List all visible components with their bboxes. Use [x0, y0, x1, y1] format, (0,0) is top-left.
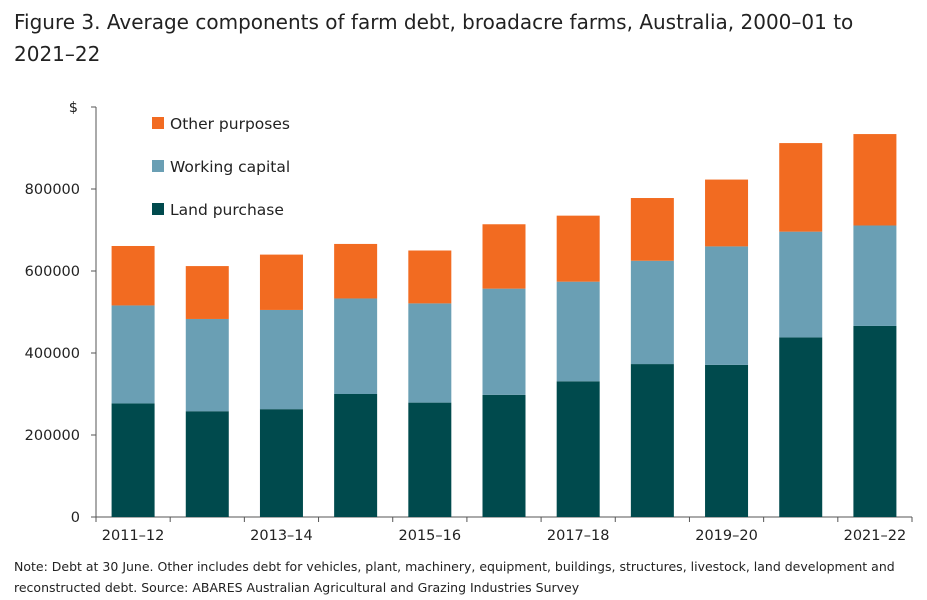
legend-swatch — [152, 160, 164, 172]
x-tick-label: 2011–12 — [102, 528, 165, 544]
y-tick-label: 600000 — [25, 264, 80, 280]
bar-other-purposes — [779, 143, 823, 232]
bar-land-purchase — [482, 394, 526, 517]
legend-label: Land purchase — [170, 201, 284, 219]
bar-working-capital — [853, 225, 897, 326]
bar-working-capital — [408, 303, 452, 403]
y-tick-label: 400000 — [25, 346, 80, 362]
y-axis-unit-label: $ — [69, 100, 78, 116]
legend-swatch — [152, 203, 164, 215]
bar-working-capital — [185, 318, 229, 412]
bar-other-purposes — [630, 198, 674, 261]
bar-land-purchase — [630, 364, 674, 517]
bar-working-capital — [779, 231, 823, 338]
chart-title: Figure 3. Average components of farm deb… — [14, 10, 854, 66]
stacked-bar-chart: $0 200000 400000 600000 800000 2011–12 2013–14… — [25, 100, 913, 544]
bar-other-purposes — [556, 215, 600, 282]
bar-other-purposes — [259, 254, 303, 310]
y-tick-label: 200000 — [25, 428, 80, 444]
bar-other-purposes — [853, 134, 897, 226]
bar-working-capital — [556, 281, 600, 382]
bar-land-purchase — [779, 337, 823, 517]
bar-working-capital — [705, 246, 749, 365]
bar-land-purchase — [259, 409, 303, 517]
bar-other-purposes — [482, 224, 526, 289]
bar-other-purposes — [334, 243, 378, 299]
x-tick-label: 2021–22 — [844, 528, 907, 544]
x-tick-label: 2017–18 — [547, 528, 610, 544]
y-tick-label: 800000 — [25, 182, 80, 198]
legend-label: Other purposes — [170, 115, 290, 133]
y-tick-label: 0 — [71, 510, 80, 526]
legend-swatch — [152, 117, 164, 129]
chart-note: Note: Debt at 30 June. Other includes de… — [14, 559, 895, 595]
bar-working-capital — [630, 260, 674, 365]
bar-working-capital — [334, 298, 378, 394]
bar-land-purchase — [853, 325, 897, 517]
bar-other-purposes — [111, 245, 155, 306]
bar-land-purchase — [705, 364, 749, 517]
bar-other-purposes — [705, 179, 749, 247]
bar-land-purchase — [185, 411, 229, 517]
bar-working-capital — [111, 305, 155, 404]
bar-land-purchase — [408, 402, 452, 517]
bar-land-purchase — [334, 394, 378, 517]
legend-label: Working capital — [170, 158, 290, 176]
bar-other-purposes — [185, 266, 229, 319]
x-tick-label: 2013–14 — [250, 528, 313, 544]
bar-land-purchase — [111, 403, 155, 517]
x-tick-label: 2015–16 — [399, 528, 462, 544]
bar-other-purposes — [408, 250, 452, 304]
bar-working-capital — [259, 309, 303, 410]
x-tick-label: 2019–20 — [695, 528, 758, 544]
bar-working-capital — [482, 288, 526, 395]
bar-land-purchase — [556, 381, 600, 517]
